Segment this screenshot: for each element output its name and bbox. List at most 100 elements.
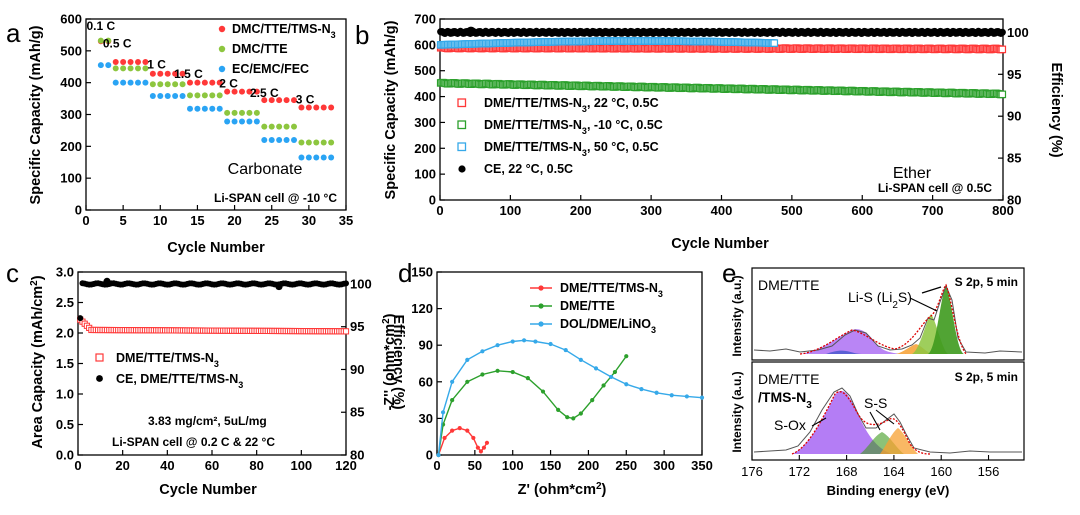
- d-point-s2-9: [548, 341, 553, 347]
- b-x-tick-label-4: 400: [711, 203, 733, 218]
- b-x-tick-label-5: 500: [781, 203, 803, 218]
- a-point-s0-9: [164, 70, 171, 77]
- a-point-s0-4: [127, 58, 134, 65]
- a-point-s0-6: [142, 58, 149, 65]
- panel-d: d 0 30 60 90 120 150 0 50 100 150 200 250 300 350 -Z…: [381, 258, 713, 498]
- a-point-s1-17: [224, 109, 231, 116]
- b-x-tick-label-0: 0: [436, 203, 443, 218]
- b-x-tick-label-8: 800: [992, 203, 1014, 218]
- a-point-s0-16: [216, 79, 223, 86]
- panel-e-top-frame: [751, 267, 1025, 361]
- panel-c-y2-axis: 80 85 90 95 100: [341, 276, 372, 463]
- b-x-tick-label-7: 700: [922, 203, 944, 218]
- d-curve-2: [437, 339, 703, 456]
- d-legend-label-0-sub: 3: [658, 289, 663, 299]
- a-point-s1-30: [320, 139, 327, 146]
- a-point-s0-18: [231, 88, 238, 95]
- e-x-tick-label-0: 176: [741, 464, 763, 479]
- a-point-s2-8: [157, 93, 164, 100]
- a-legend-marker-1: [218, 45, 226, 53]
- a-point-s0-24: [276, 97, 283, 104]
- d-legend-label-0: DME/TTE/TMS-N3: [560, 281, 663, 299]
- d-legend-marker-1: [538, 303, 544, 309]
- bottom-raw-data: [753, 387, 1022, 454]
- a-point-s2-18: [231, 118, 238, 125]
- a-point-s1-25: [283, 123, 290, 130]
- c-y-tick-label-3: 1.5: [56, 356, 74, 371]
- panel-c-y-label: Area Capacity (mAh/cm2): [29, 275, 47, 448]
- b-x-tick-label-6: 600: [851, 203, 873, 218]
- d-point-s0-2: [450, 428, 455, 433]
- d-point-s2-7: [521, 338, 527, 343]
- a-point-s0-8: [157, 70, 164, 77]
- a-point-s0-15: [209, 79, 216, 86]
- a-point-s0-13: [194, 79, 201, 86]
- b-y2-tick-label-0: 80: [1007, 193, 1021, 208]
- a-point-s2-25: [283, 136, 290, 143]
- a-point-s1-12: [187, 92, 193, 99]
- d-point-s2-1: [440, 410, 446, 415]
- a-point-s2-5: [135, 79, 141, 86]
- d-legend-label-2-sub: 3: [651, 325, 656, 335]
- a-point-s1-7: [149, 81, 156, 88]
- a-point-s1-4: [127, 65, 134, 72]
- a-point-s0-23: [268, 97, 275, 104]
- panel-a-x-label: Cycle Number: [167, 240, 265, 256]
- d-y-tick-label-5: 150: [411, 265, 433, 280]
- top-arrow-1: [909, 297, 938, 312]
- a-point-s2-14: [201, 105, 208, 112]
- panel-b-y2-label: Efficiency (%): [1048, 62, 1064, 157]
- a-point-s0-12: [187, 79, 193, 86]
- a-point-s1-28: [305, 139, 312, 146]
- b-x-tick-label-1: 100: [500, 203, 522, 218]
- d-point-s1-10: [565, 415, 570, 420]
- a-y-tick-label-4: 400: [60, 75, 82, 90]
- a-point-s0-5: [135, 58, 141, 65]
- a-rate-label-0: 0.1 C: [87, 19, 116, 33]
- c-ce-point-1: [77, 315, 84, 322]
- panel-e: e Intensity (a.u.) Intensity (a.u.) 176 1…: [722, 258, 1025, 498]
- a-point-s0-2: [112, 58, 119, 65]
- panel-d-x-label: Z' (ohm*cm2): [518, 481, 607, 499]
- a-point-s0-28: [305, 104, 312, 111]
- ss-arrow-1: [869, 411, 881, 431]
- a-point-s1-21: [253, 109, 260, 116]
- a-point-s2-31: [328, 154, 335, 161]
- a-point-s1-24: [276, 123, 283, 130]
- d-legend-label-1-text: DME/TTE: [560, 299, 615, 313]
- c-legend-label-0-sub: 3: [214, 359, 219, 369]
- a-point-s2-24: [276, 136, 283, 143]
- a-point-s2-6: [142, 79, 149, 86]
- a-point-s2-13: [194, 105, 201, 112]
- a-point-s1-29: [313, 139, 320, 146]
- b-y-tick-label-2: 200: [414, 141, 436, 156]
- a-point-s0-26: [291, 97, 297, 104]
- a-point-s2-0: [97, 62, 104, 69]
- a-point-s0-10: [172, 70, 179, 77]
- c-x-tick-label-0: 0: [74, 458, 81, 473]
- d-point-s2-16: [654, 390, 659, 395]
- a-point-s0-27: [298, 104, 305, 111]
- d-y-tick-label-2: 60: [419, 374, 433, 389]
- c-legend-label-1-text: CE, DME/TTE/TMS-N: [116, 372, 238, 386]
- a-point-s1-26: [291, 123, 297, 130]
- d-point-s2-8: [533, 339, 538, 344]
- a-x-tick-label-2: 10: [153, 213, 167, 228]
- c-legend-label-1-sub: 3: [238, 380, 243, 390]
- d-curve-0: [437, 427, 488, 456]
- d-point-s1-8: [540, 389, 546, 394]
- b-legend-marker-1: [457, 120, 467, 130]
- c-y2-tick-label-2: 90: [350, 362, 364, 377]
- panel-b-points: [436, 26, 1007, 99]
- d-point-s1-11: [571, 416, 576, 421]
- panel-a-y-axis: 0 100 200 300 400 500 600: [60, 12, 91, 218]
- a-point-s0-7: [149, 70, 156, 77]
- panel-c-x-label: Cycle Number: [159, 482, 257, 498]
- c-ce-point-120: [343, 280, 349, 287]
- a-point-s2-15: [209, 105, 216, 112]
- d-x-tick-label-4: 200: [578, 458, 600, 473]
- c-ce-spike-2: [275, 282, 283, 291]
- c-legend-label-0: DME/TTE/TMS-N3: [116, 351, 219, 369]
